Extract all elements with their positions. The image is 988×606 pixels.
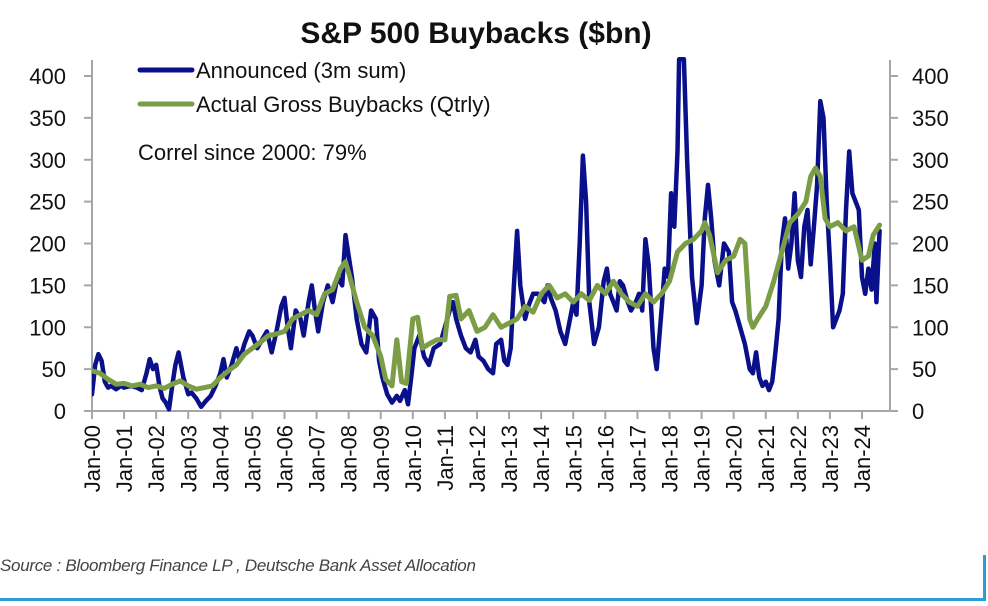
x-tick-label: Jan-12 [465,425,490,492]
x-tick-label: Jan-15 [561,425,586,492]
y-tick-label-left: 150 [29,273,66,298]
y-tick-label-right: 400 [912,64,949,89]
x-tick-label: Jan-01 [112,425,137,492]
x-tick-label: Jan-05 [240,425,265,492]
y-tick-label-left: 200 [29,232,66,257]
chart-title: S&P 500 Buybacks ($bn) [300,17,651,50]
x-tick-label: Jan-14 [529,425,554,492]
axes: 0 50 100 150 200 250 300 350 400 0 50 100 150 200 250 3… [29,60,949,492]
x-tick-label: Jan-23 [818,425,843,492]
x-tick-label: Jan-20 [722,425,747,492]
y-tick-label-right: 350 [912,106,949,131]
y-tick-label-right: 250 [912,190,949,215]
x-tick-label: Jan-21 [754,425,779,492]
x-tick-label: Jan-22 [786,425,811,492]
x-tick-label: Jan-13 [497,425,522,492]
y-tick-label-left: 400 [29,64,66,89]
x-tick-label: Jan-04 [208,425,233,492]
x-tick-label: Jan-10 [401,425,426,492]
y-tick-label-right: 200 [912,232,949,257]
y-tick-label-right: 0 [912,399,924,424]
legend-label-announced: Announced (3m sum) [196,58,406,83]
legend-label-actual: Actual Gross Buybacks (Qtrly) [196,92,491,117]
source-divider [0,598,985,601]
x-tick-label: Jan-00 [80,425,105,492]
y-tick-label-right: 300 [912,148,949,173]
x-tick-label: Jan-09 [369,425,394,492]
series-line-announced [92,57,882,412]
series-layer [92,57,883,412]
y-tick-label-left: 100 [29,315,66,340]
x-tick-label: Jan-08 [337,425,362,492]
x-tick-label: Jan-02 [144,425,169,492]
y-tick-label-left: 300 [29,148,66,173]
series-line-actual [92,165,883,392]
correlation-annotation: Correl since 2000: 79% [138,140,367,165]
x-tick-label: Jan-06 [273,425,298,492]
x-tick-label: Jan-11 [433,425,458,491]
legend: Announced (3m sum) Actual Gross Buybacks… [137,58,491,117]
x-tick-label: Jan-16 [593,425,618,492]
y-tick-label-left: 250 [29,190,66,215]
source-note: Source : Bloomberg Finance LP , Deutsche… [0,556,476,575]
y-tick-label-right: 100 [912,315,949,340]
x-tick-label: Jan-19 [690,425,715,492]
x-tick-label: Jan-03 [176,425,201,492]
y-tick-label-right: 50 [912,357,936,382]
y-tick-label-left: 350 [29,106,66,131]
x-tick-label: Jan-17 [625,425,650,492]
source-divider-vertical [983,555,986,601]
chart: S&P 500 Buybacks ($bn) 0 50 100 150 200 250 30… [29,17,949,492]
x-tick-label: Jan-24 [850,425,875,492]
y-tick-label-right: 150 [912,273,949,298]
x-tick-label: Jan-07 [305,425,330,492]
y-tick-label-left: 0 [54,399,66,424]
y-tick-label-left: 50 [42,357,66,382]
x-tick-label: Jan-18 [658,425,683,492]
